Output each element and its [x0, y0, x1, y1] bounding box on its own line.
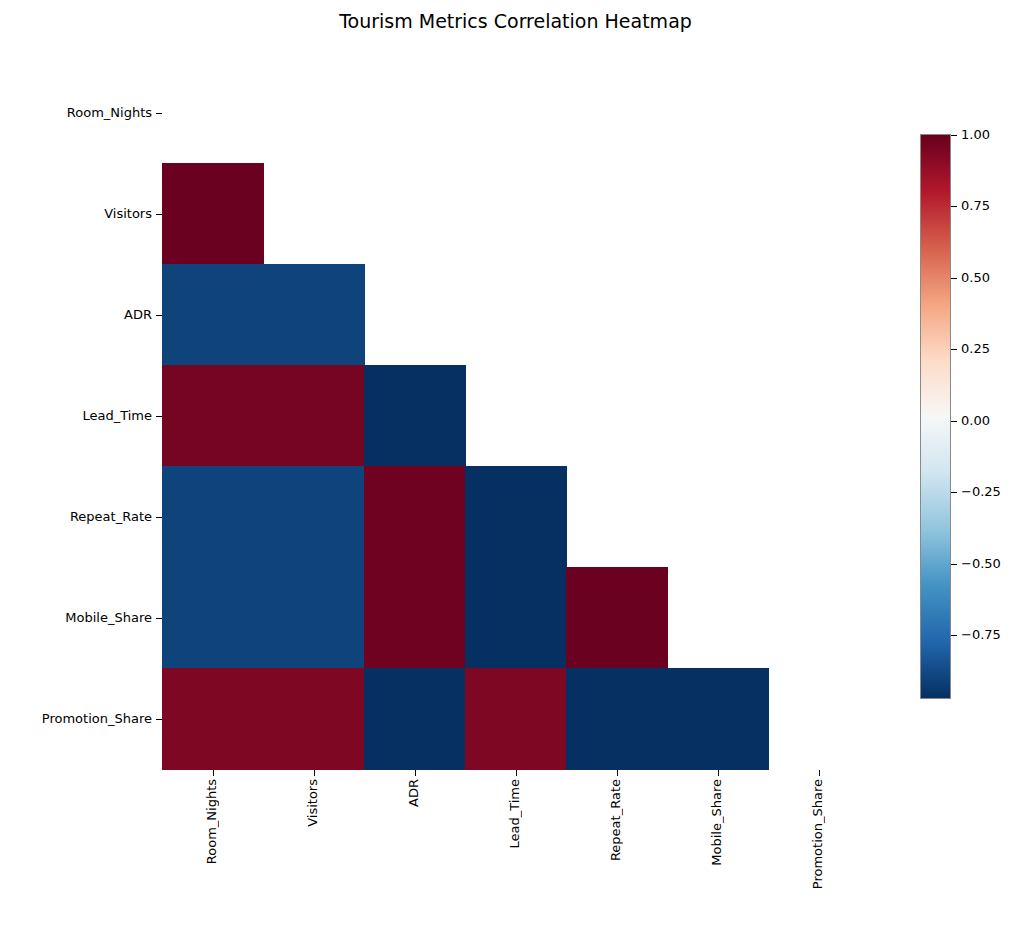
y-tick-mark [156, 517, 162, 518]
heatmap-cell [465, 567, 567, 669]
colorbar-tick-label: 1.00 [961, 127, 990, 143]
y-axis-label: ADR [0, 306, 152, 324]
x-tick-mark [718, 770, 719, 776]
heatmap-cell [162, 668, 264, 770]
colorbar-tick-mark [951, 278, 957, 279]
heatmap-cell [162, 163, 264, 265]
x-axis-label: Repeat_Rate [608, 779, 623, 861]
x-tick-mark [819, 770, 820, 776]
x-axis-label: ADR [406, 779, 421, 807]
y-tick-mark [156, 214, 162, 215]
correlation-heatmap-figure: Tourism Metrics Correlation Heatmap Room… [0, 0, 1024, 936]
heatmap-cell [566, 668, 668, 770]
colorbar-tick-label: 0.50 [961, 270, 990, 286]
y-tick-mark [156, 113, 162, 114]
y-axis-label: Lead_Time [0, 407, 152, 425]
colorbar-tick-label: −0.25 [961, 484, 1001, 500]
chart-title: Tourism Metrics Correlation Heatmap [162, 10, 869, 32]
heatmap-cell [465, 466, 567, 568]
x-tick-mark [516, 770, 517, 776]
x-tick-mark [415, 770, 416, 776]
colorbar-tick-mark [951, 564, 957, 565]
colorbar-tick-mark [951, 421, 957, 422]
colorbar-tick-mark [951, 635, 957, 636]
heatmap-cell [465, 668, 567, 770]
colorbar-tick-mark [951, 135, 957, 136]
heatmap-cell [263, 466, 365, 568]
heatmap-cell [263, 365, 365, 467]
heatmap-cell [162, 466, 264, 568]
colorbar-tick-mark [951, 206, 957, 207]
y-tick-mark [156, 719, 162, 720]
x-axis-label: Visitors [305, 779, 320, 827]
heatmap-cell [162, 365, 264, 467]
heatmap-grid [162, 62, 869, 769]
heatmap-cell [364, 365, 466, 467]
heatmap-cell [667, 668, 769, 770]
colorbar-tick-mark [951, 349, 957, 350]
heatmap-cell [263, 668, 365, 770]
heatmap-cell [364, 668, 466, 770]
y-axis-label: Visitors [0, 205, 152, 223]
colorbar-tick-mark [951, 492, 957, 493]
y-axis-label: Mobile_Share [0, 609, 152, 627]
heatmap-cell [162, 567, 264, 669]
colorbar-tick-label: 0.25 [961, 341, 990, 357]
heatmap-cell [263, 567, 365, 669]
y-axis-label: Promotion_Share [0, 710, 152, 728]
y-axis-label: Repeat_Rate [0, 508, 152, 526]
y-tick-mark [156, 416, 162, 417]
x-axis-label: Mobile_Share [709, 779, 724, 866]
heatmap-cell [162, 264, 264, 366]
heatmap-cell [566, 567, 668, 669]
colorbar-tick-label: 0.00 [961, 413, 990, 429]
y-tick-mark [156, 618, 162, 619]
x-axis-label: Promotion_Share [810, 779, 825, 889]
x-tick-mark [617, 770, 618, 776]
colorbar-tick-label: −0.50 [961, 556, 1001, 572]
colorbar-tick-label: 0.75 [961, 198, 990, 214]
heatmap-cell [364, 567, 466, 669]
x-axis-label: Lead_Time [507, 779, 522, 849]
colorbar [921, 135, 950, 698]
y-axis-label: Room_Nights [0, 104, 152, 122]
x-tick-mark [314, 770, 315, 776]
x-tick-mark [213, 770, 214, 776]
x-axis-label: Room_Nights [204, 779, 219, 864]
colorbar-tick-label: −0.75 [961, 627, 1001, 643]
y-tick-mark [156, 315, 162, 316]
heatmap-cell [263, 264, 365, 366]
heatmap-cell [364, 466, 466, 568]
